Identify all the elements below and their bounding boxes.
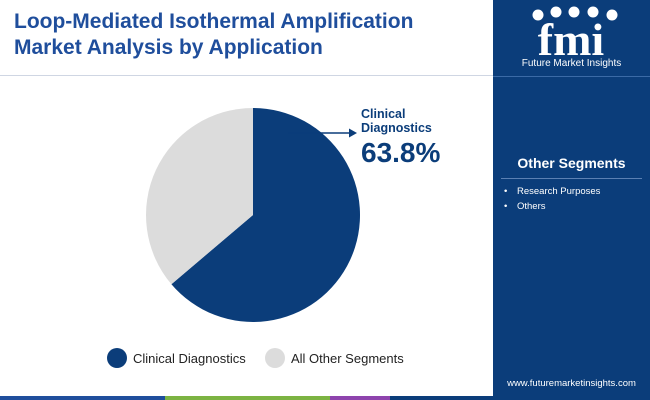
pie-slice-all-other-segments [146,108,253,285]
footer-segment [390,396,493,400]
callout-arrow-icon [349,128,357,138]
legend-swatch [265,348,285,368]
footer-color-bar [0,396,493,400]
pie-slices [146,108,361,323]
side-panel: fmi Future Market Insights Other Segment… [493,0,650,400]
title-line-1: Loop-Mediated Isothermal Amplification [14,10,414,33]
brand-logo: fmi Future Market Insights [493,0,650,77]
callout-value: 63.8% [361,137,440,168]
callout-label-line-1: Clinical [361,107,405,121]
footer-segment [330,396,390,400]
legend-label: Clinical Diagnostics [133,351,246,366]
callout-label-line-2: Diagnostics [361,121,432,135]
legend-swatch [107,348,127,368]
chart-title: Loop-Mediated Isothermal Amplification M… [14,9,484,61]
legend: Clinical Diagnostics All Other Segments [107,348,404,368]
pie-slice-clinical-diagnostics [171,108,361,323]
panel-divider [501,178,642,179]
website-url: www.futuremarketinsights.com [507,378,636,389]
footer-segment [0,396,165,400]
other-segments-heading: Other Segments [517,155,626,171]
list-item: Others [503,199,600,214]
legend-label: All Other Segments [291,351,404,366]
other-segments-list: Research Purposes Others [503,184,600,214]
svg-text:fmi: fmi [538,14,605,58]
fmi-logo-icon: fmi [532,6,618,58]
title-line-2: Market Analysis by Application [14,36,323,59]
footer-segment [165,396,330,400]
list-item: Research Purposes [503,184,600,199]
brand-tagline: Future Market Insights [521,58,622,69]
title-divider [0,75,493,76]
